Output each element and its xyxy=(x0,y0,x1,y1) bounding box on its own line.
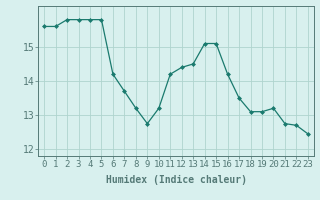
X-axis label: Humidex (Indice chaleur): Humidex (Indice chaleur) xyxy=(106,175,246,185)
